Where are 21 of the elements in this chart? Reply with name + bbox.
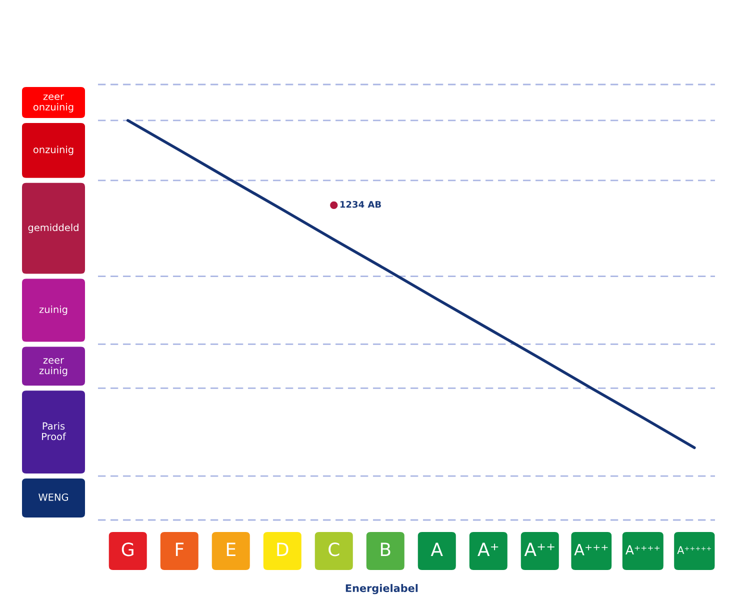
x-tick-label: C bbox=[328, 542, 340, 556]
x-tick-label: A⁺⁺⁺⁺⁺ bbox=[677, 546, 712, 554]
x-tick-label: A⁺ bbox=[478, 542, 498, 556]
text: gemiddeld bbox=[28, 224, 78, 234]
text: zeer zuinig bbox=[39, 358, 68, 376]
text: Paris Proof bbox=[42, 422, 66, 440]
x-tick-label: E bbox=[226, 542, 236, 556]
x-tick-label: F bbox=[176, 542, 184, 556]
x-tick-label: A bbox=[430, 542, 443, 556]
x-tick-label: G bbox=[122, 542, 134, 556]
text: onzuinig bbox=[33, 146, 74, 156]
x-tick-label: A⁺⁺ bbox=[524, 542, 554, 556]
x-tick-label: D bbox=[277, 542, 288, 556]
x-axis-title: Energielabel bbox=[346, 584, 418, 594]
series-label: 1234 AB bbox=[340, 200, 381, 208]
x-tick-label: A⁺⁺⁺⁺ bbox=[626, 545, 660, 554]
x-tick-label: B bbox=[380, 542, 390, 556]
text: zeer onzuinig bbox=[33, 94, 74, 112]
x-tick-label: A⁺⁺⁺ bbox=[574, 544, 608, 556]
text: zuinig bbox=[39, 306, 68, 315]
text: WENG bbox=[38, 493, 68, 501]
